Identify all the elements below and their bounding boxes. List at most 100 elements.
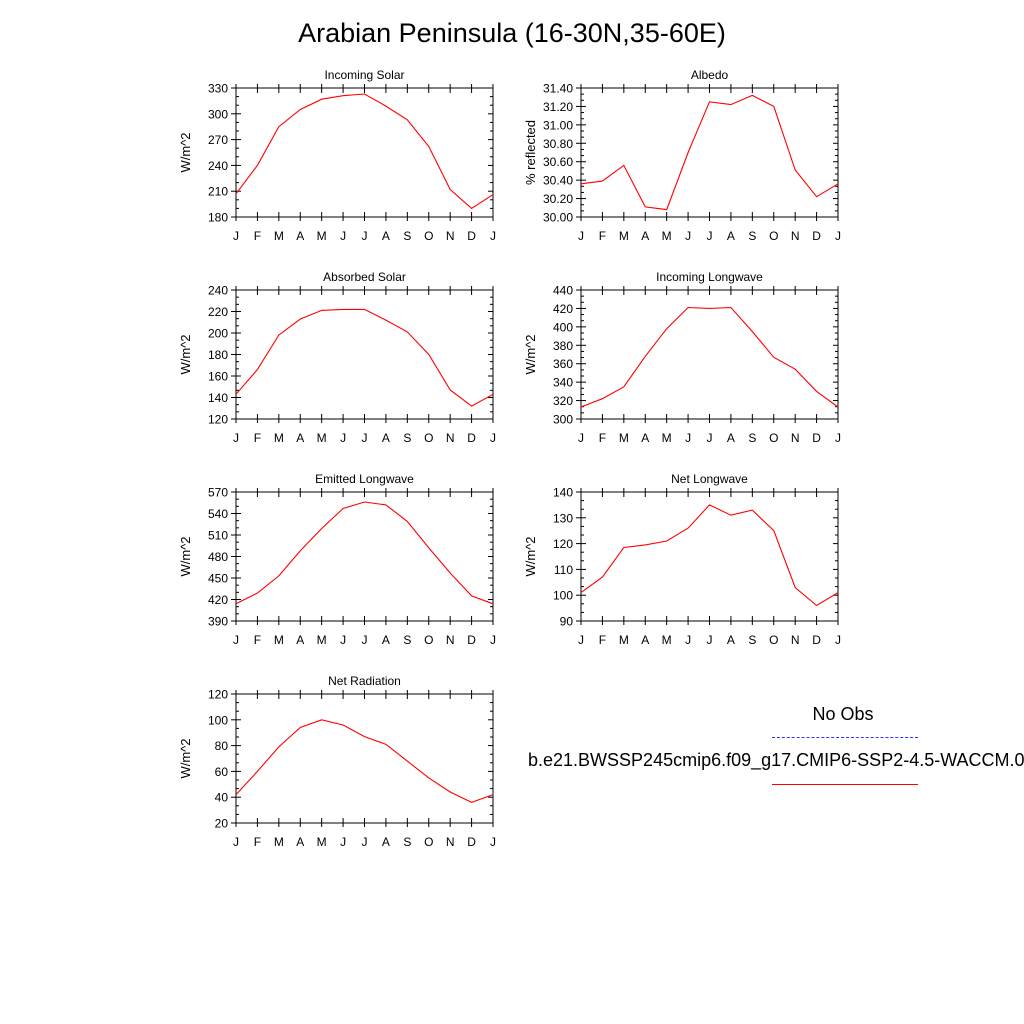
y-tick-label: 30.20 bbox=[543, 192, 573, 206]
x-tick-label: A bbox=[641, 633, 649, 647]
x-tick-label: J bbox=[233, 633, 239, 647]
series-line bbox=[235, 719, 494, 803]
y-axis-label: W/m^2 bbox=[178, 132, 193, 172]
x-tick-label: M bbox=[662, 633, 672, 647]
y-tick-label: 80 bbox=[215, 739, 229, 753]
chart-panel: Absorbed Solar W/m^2 120 140 160 180 200 220 240… bbox=[178, 270, 496, 445]
x-tick-label: S bbox=[748, 633, 756, 647]
x-tick-label: M bbox=[274, 633, 284, 647]
y-tick-label: 130 bbox=[553, 511, 573, 525]
x-tick-label: J bbox=[835, 431, 841, 445]
x-tick-label: A bbox=[641, 229, 649, 243]
x-tick-label: O bbox=[769, 431, 778, 445]
y-tick-label: 420 bbox=[553, 302, 573, 316]
y-tick-label: 400 bbox=[553, 320, 573, 334]
x-tick-label: D bbox=[812, 633, 821, 647]
x-tick-label: J bbox=[362, 431, 368, 445]
y-axis-label: W/m^2 bbox=[178, 738, 193, 778]
x-tick-label: J bbox=[362, 633, 368, 647]
x-tick-label: N bbox=[446, 431, 455, 445]
x-tick-label: A bbox=[296, 229, 304, 243]
page-title: Arabian Peninsula (16-30N,35-60E) bbox=[298, 18, 726, 48]
y-tick-label: 200 bbox=[208, 327, 228, 341]
y-tick-label: 140 bbox=[553, 486, 573, 500]
x-tick-label: F bbox=[599, 431, 606, 445]
x-tick-label: N bbox=[446, 633, 455, 647]
y-tick-label: 510 bbox=[208, 529, 228, 543]
x-tick-label: S bbox=[748, 229, 756, 243]
series-line bbox=[235, 93, 494, 210]
x-tick-label: S bbox=[403, 431, 411, 445]
y-axis-label: W/m^2 bbox=[523, 536, 538, 576]
y-tick-label: 90 bbox=[560, 615, 574, 629]
y-tick-label: 31.40 bbox=[543, 82, 573, 96]
y-tick-label: 120 bbox=[208, 413, 228, 427]
x-tick-label: A bbox=[727, 633, 735, 647]
x-tick-label: F bbox=[599, 633, 606, 647]
legend-model-line bbox=[772, 784, 918, 785]
y-tick-label: 240 bbox=[208, 159, 228, 173]
y-tick-label: 160 bbox=[208, 370, 228, 384]
x-tick-label: D bbox=[812, 431, 821, 445]
y-axis-label: W/m^2 bbox=[523, 334, 538, 374]
y-tick-label: 420 bbox=[208, 593, 228, 607]
x-tick-label: J bbox=[685, 431, 691, 445]
x-tick-label: A bbox=[296, 431, 304, 445]
x-tick-label: A bbox=[382, 229, 390, 243]
y-tick-label: 30.80 bbox=[543, 137, 573, 151]
plot-frame bbox=[235, 87, 494, 218]
x-tick-label: J bbox=[490, 835, 496, 849]
x-tick-label: J bbox=[490, 431, 496, 445]
chart-panel: Albedo % reflected 30.00 30.20 30.40 30.60 30.… bbox=[523, 68, 841, 243]
x-tick-label: O bbox=[424, 229, 433, 243]
x-tick-label: N bbox=[446, 835, 455, 849]
chart-panel: Emitted Longwave W/m^2 390 420 450 480 510 540 5… bbox=[178, 472, 496, 647]
y-tick-label: 240 bbox=[208, 284, 228, 298]
y-tick-label: 270 bbox=[208, 133, 228, 147]
x-tick-label: S bbox=[403, 229, 411, 243]
y-tick-label: 330 bbox=[208, 82, 228, 96]
y-tick-label: 210 bbox=[208, 185, 228, 199]
x-tick-label: J bbox=[835, 229, 841, 243]
series-line bbox=[235, 501, 494, 605]
y-tick-label: 340 bbox=[553, 376, 573, 390]
x-tick-label: M bbox=[274, 835, 284, 849]
x-tick-label: J bbox=[578, 431, 584, 445]
x-tick-label: M bbox=[317, 835, 327, 849]
y-axis-label: % reflected bbox=[523, 120, 538, 185]
series-line bbox=[580, 504, 839, 607]
x-tick-label: O bbox=[769, 633, 778, 647]
y-tick-label: 60 bbox=[215, 765, 229, 779]
plot-frame bbox=[235, 491, 494, 622]
y-axis-label: W/m^2 bbox=[178, 536, 193, 576]
x-tick-label: O bbox=[424, 431, 433, 445]
x-tick-label: J bbox=[340, 229, 346, 243]
x-tick-label: S bbox=[403, 633, 411, 647]
plot-frame bbox=[580, 491, 839, 622]
x-tick-label: J bbox=[835, 633, 841, 647]
y-tick-label: 31.20 bbox=[543, 100, 573, 114]
y-tick-label: 140 bbox=[208, 391, 228, 405]
legend-obs-label: No Obs bbox=[812, 704, 874, 724]
y-tick-label: 300 bbox=[208, 107, 228, 121]
x-tick-label: J bbox=[707, 633, 713, 647]
y-tick-label: 110 bbox=[554, 563, 573, 577]
x-tick-label: J bbox=[233, 229, 239, 243]
x-tick-label: M bbox=[662, 431, 672, 445]
x-tick-label: M bbox=[662, 229, 672, 243]
series-line bbox=[235, 308, 494, 407]
y-tick-label: 220 bbox=[208, 305, 228, 319]
x-tick-label: F bbox=[254, 835, 261, 849]
series-line bbox=[580, 306, 839, 408]
x-tick-label: D bbox=[467, 431, 476, 445]
x-tick-label: A bbox=[382, 633, 390, 647]
x-tick-label: O bbox=[424, 633, 433, 647]
y-tick-label: 120 bbox=[208, 688, 228, 702]
x-tick-label: D bbox=[467, 633, 476, 647]
x-tick-label: J bbox=[707, 431, 713, 445]
x-tick-label: M bbox=[274, 229, 284, 243]
panel-title: Incoming Longwave bbox=[656, 270, 763, 284]
y-tick-label: 180 bbox=[208, 348, 228, 362]
